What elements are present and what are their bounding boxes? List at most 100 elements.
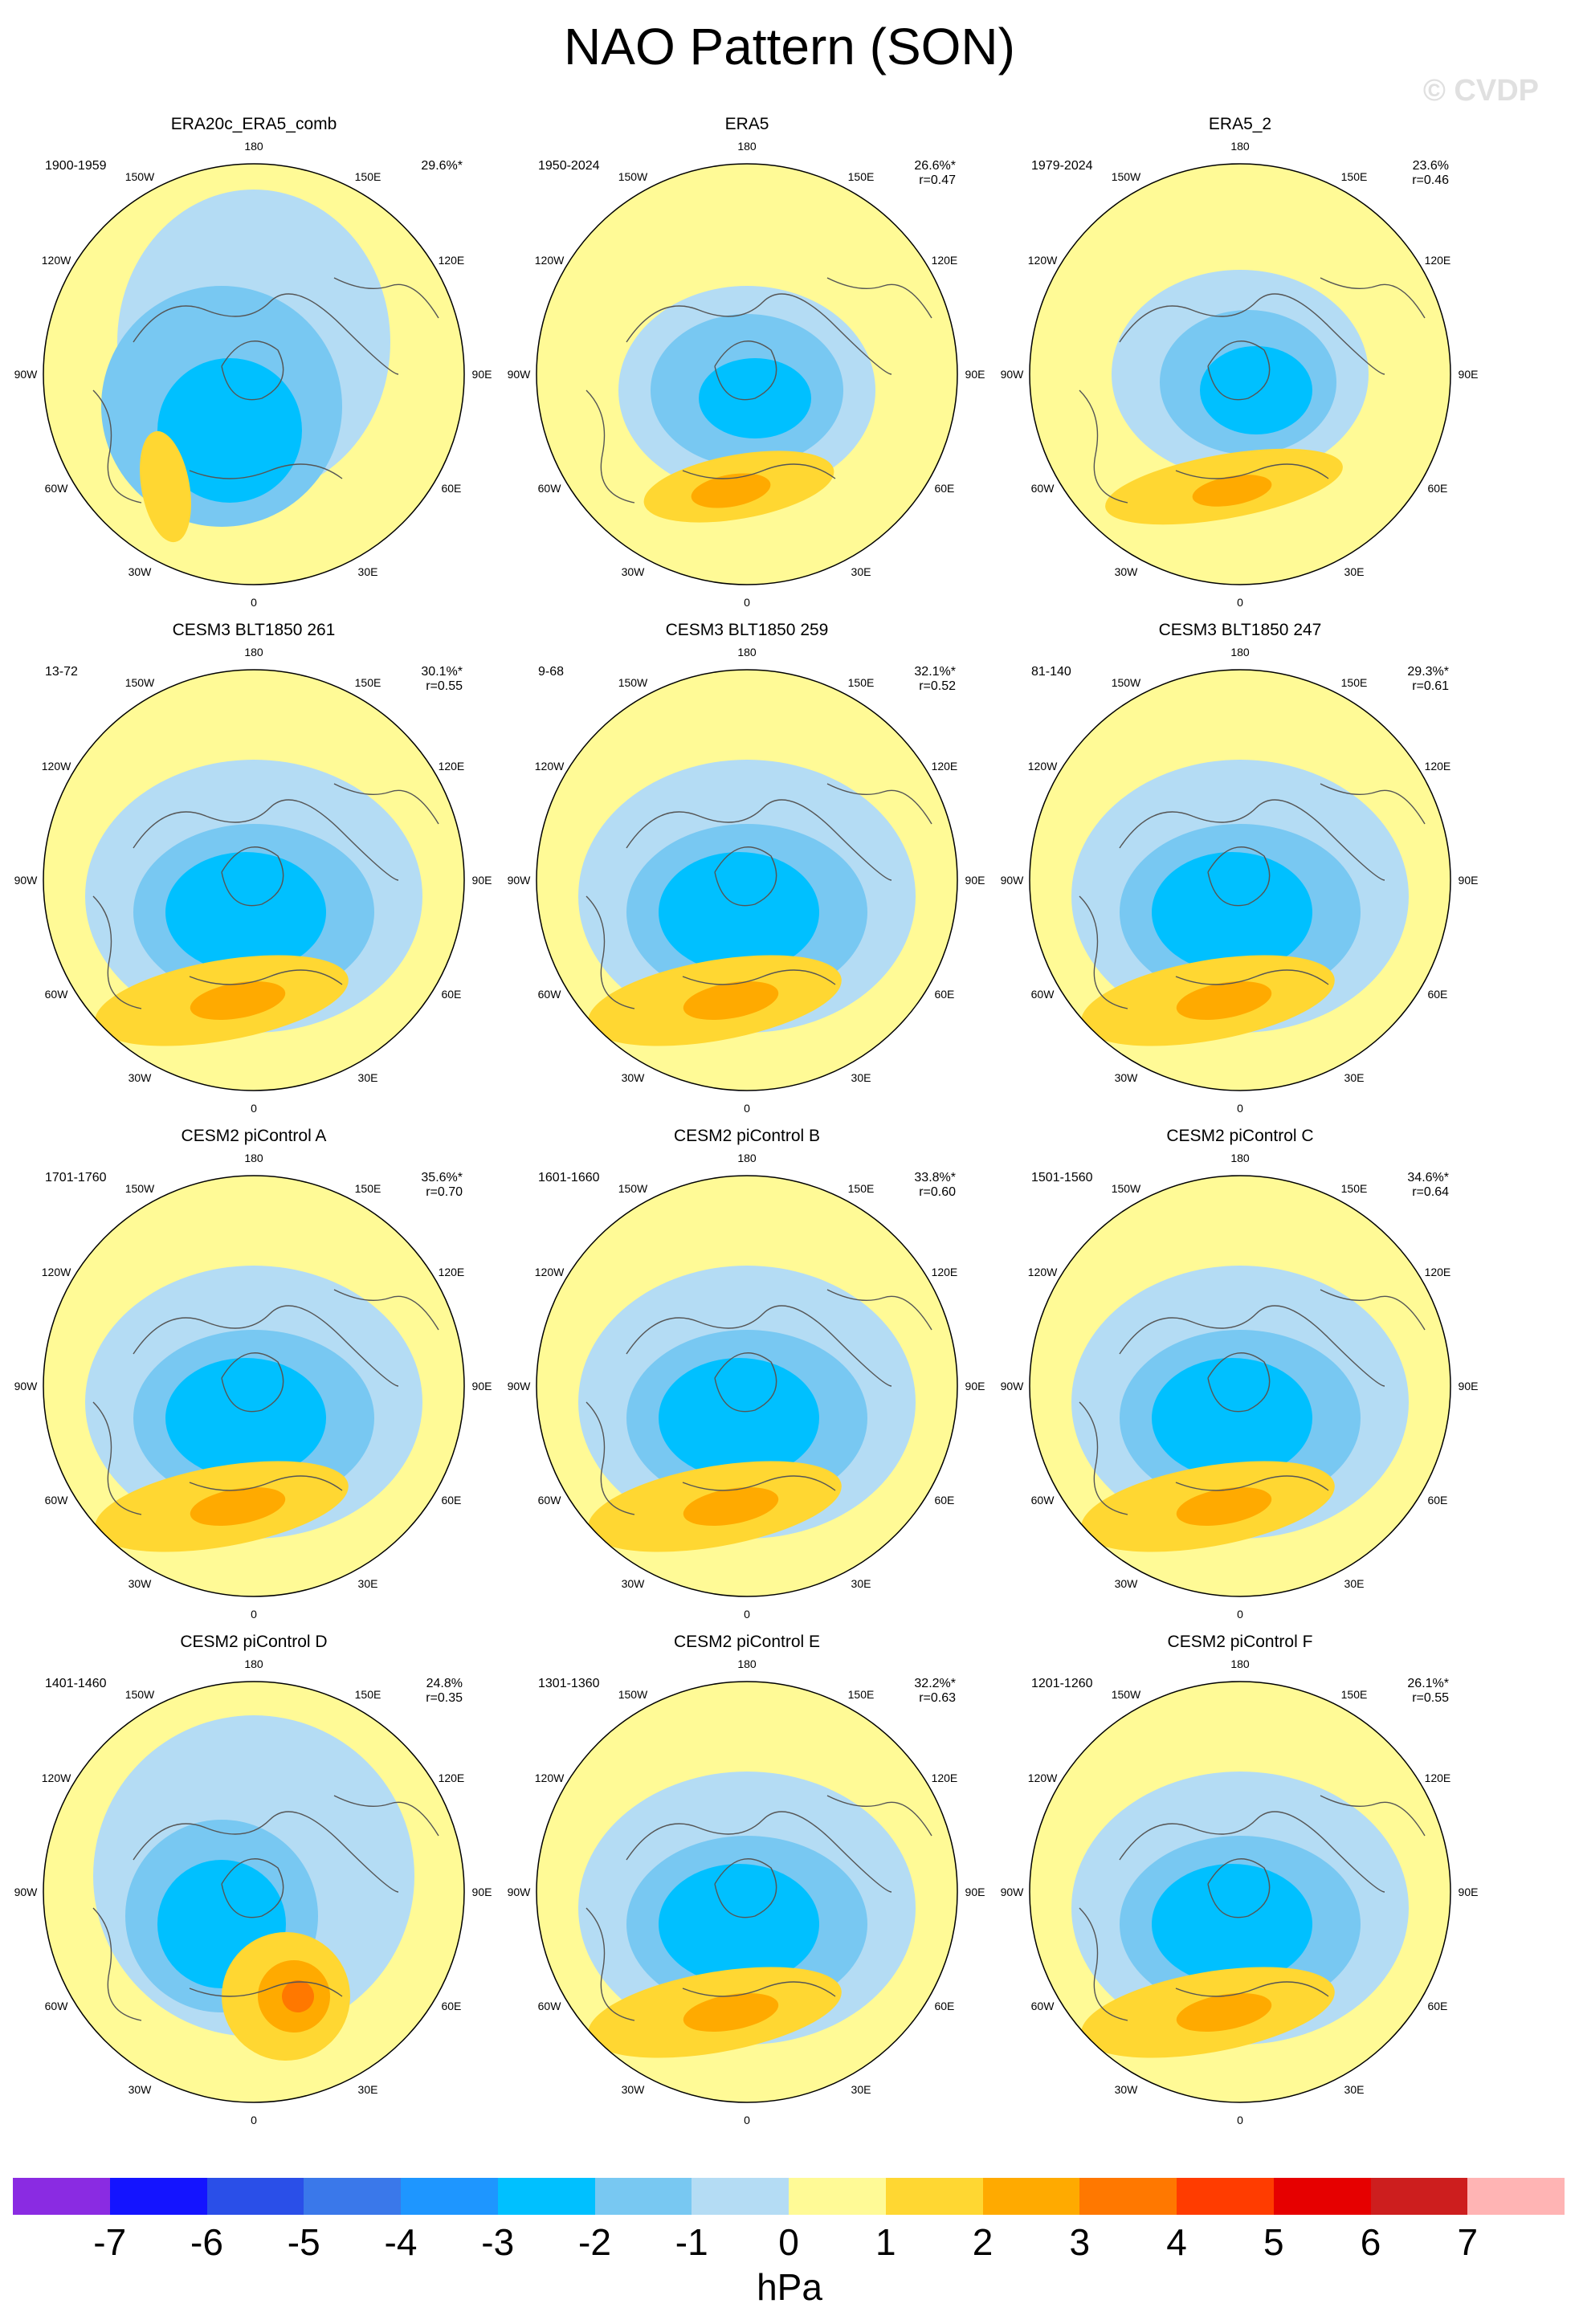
longitude-label: 0 [1237, 596, 1243, 609]
longitude-label: 30E [1344, 2082, 1365, 2096]
polar-map [536, 1175, 958, 1597]
longitude-label: 150W [124, 1182, 155, 1196]
colorbar-swatch [1273, 2178, 1371, 2215]
longitude-label: 150W [1111, 676, 1141, 690]
colorbar-swatch [401, 2178, 498, 2215]
negative-anomaly [202, 406, 274, 487]
pattern-correlation: r=0.64 [1412, 1185, 1449, 1199]
longitude-label: 60E [1427, 2000, 1448, 2012]
longitude-label: 30W [1114, 1576, 1138, 1590]
map-boundary [43, 669, 465, 1091]
map-panel: CESM2 piControl A 1701-1760 35.6%* r=0.70 18… [13, 1124, 495, 1622]
positive-anomaly [1176, 981, 1272, 1021]
variance-explained: 32.1%* [914, 665, 956, 679]
longitude-label: 60E [934, 2000, 955, 2012]
longitude-label: 120E [1424, 254, 1451, 267]
longitude-label: 60W [537, 482, 561, 495]
map-boundary [43, 1681, 465, 2103]
panel-period: 1701-1760 [45, 1171, 107, 1184]
colorbar-swatch [982, 2178, 1080, 2215]
polar-map [536, 163, 958, 585]
longitude-label: 60W [537, 1494, 561, 1507]
polar-map [1029, 1681, 1451, 2103]
longitude-label: 30W [1114, 2082, 1138, 2096]
map-boundary [1029, 1175, 1451, 1597]
panel-title: CESM3 BLT1850 247 [1158, 621, 1322, 639]
longitude-label: 30W [621, 2082, 645, 2096]
longitude-label: 90W [507, 874, 531, 887]
longitude-label: 90E [1458, 874, 1479, 887]
longitude-label: 150E [1340, 1182, 1368, 1196]
panel-stats: 29.6%* [366, 159, 463, 173]
longitude-label: 150W [618, 1182, 648, 1196]
positive-anomaly [190, 1486, 286, 1527]
longitude-label: 30W [621, 565, 645, 578]
longitude-label: 90W [507, 1380, 531, 1392]
longitude-label: 180 [244, 1657, 263, 1670]
longitude-label: 120E [438, 254, 465, 267]
panel-period: 1501-1560 [1031, 1171, 1093, 1184]
longitude-label: 60W [537, 2000, 561, 2012]
coastlines [585, 1795, 932, 2021]
colorbar-swatch [304, 2178, 401, 2215]
coastlines [92, 783, 439, 1009]
colorbar [13, 2178, 1565, 2215]
longitude-label: 90E [965, 1886, 985, 1898]
colorbar-swatch [885, 2178, 983, 2215]
panel-stats: 32.2%* r=0.63 [859, 1677, 956, 1706]
panel-period: 1201-1260 [1031, 1677, 1093, 1690]
variance-explained: 33.8%* [914, 1171, 956, 1184]
pattern-correlation: r=0.70 [426, 1185, 463, 1199]
pattern-correlation: r=0.55 [1412, 1691, 1449, 1705]
negative-anomaly [1188, 884, 1260, 940]
coastlines [585, 1289, 932, 1515]
pattern-correlation: r=0.63 [919, 1691, 956, 1705]
variance-explained: 23.6% [1412, 159, 1449, 173]
polar-map [1029, 669, 1451, 1091]
longitude-label: 30W [128, 1576, 152, 1590]
longitude-label: 90E [471, 874, 492, 887]
longitude-label: 60E [441, 2000, 462, 2012]
longitude-label: 60W [44, 2000, 68, 2012]
panel-stats: 24.8% r=0.35 [366, 1677, 463, 1706]
panel-period: 1950-2024 [538, 159, 600, 173]
longitude-label: 0 [1237, 2114, 1243, 2126]
longitude-label: 90W [1000, 368, 1024, 381]
panel-title: CESM2 piControl E [673, 1633, 821, 1651]
longitude-label: 150W [1111, 1182, 1141, 1196]
longitude-label: 180 [244, 1152, 263, 1164]
polar-map [43, 163, 465, 585]
longitude-label: 30E [357, 1576, 378, 1590]
map-panel: ERA5_2 1979-2024 23.6% r=0.46 180 150E 120E 90E… [999, 112, 1481, 610]
longitude-label: 90E [965, 874, 985, 887]
longitude-label: 120E [1424, 760, 1451, 773]
longitude-label: 120E [438, 1772, 465, 1784]
longitude-label: 120E [1424, 1772, 1451, 1784]
coastlines [1079, 1289, 1426, 1515]
colorbar-swatch [692, 2178, 789, 2215]
longitude-label: 150E [847, 1688, 875, 1702]
panel-title: CESM3 BLT1850 259 [665, 621, 829, 639]
longitude-label: 60W [537, 988, 561, 1001]
longitude-label: 120E [931, 254, 958, 267]
longitude-label: 120E [931, 1772, 958, 1784]
pattern-correlation: r=0.60 [919, 1185, 956, 1199]
coastlines [585, 783, 932, 1009]
variance-explained: 30.1%* [421, 665, 463, 679]
map-panel: ERA20c_ERA5_comb 1900-1959 29.6%* 180 150E 12… [13, 112, 495, 610]
longitude-label: 150E [847, 1182, 875, 1196]
map-boundary [1029, 163, 1451, 585]
variance-explained: 35.6%* [421, 1171, 463, 1184]
colorbar-tick-label: 0 [778, 2221, 799, 2263]
longitude-label: 180 [1230, 1657, 1250, 1670]
longitude-label: 150E [1340, 1688, 1368, 1702]
panel-stats: 35.6%* r=0.70 [366, 1171, 463, 1200]
longitude-label: 30E [357, 1070, 378, 1084]
colorbar-tick-label: 3 [1069, 2221, 1091, 2263]
map-panel: CESM2 piControl C 1501-1560 34.6%* r=0.64 18… [999, 1124, 1481, 1622]
longitude-label: 30E [357, 565, 378, 578]
longitude-label: 30E [851, 565, 871, 578]
map-panel: CESM2 piControl B 1601-1660 33.8%* r=0.60 18… [506, 1124, 988, 1622]
longitude-label: 90E [965, 1380, 985, 1392]
longitude-label: 30W [128, 1070, 152, 1084]
